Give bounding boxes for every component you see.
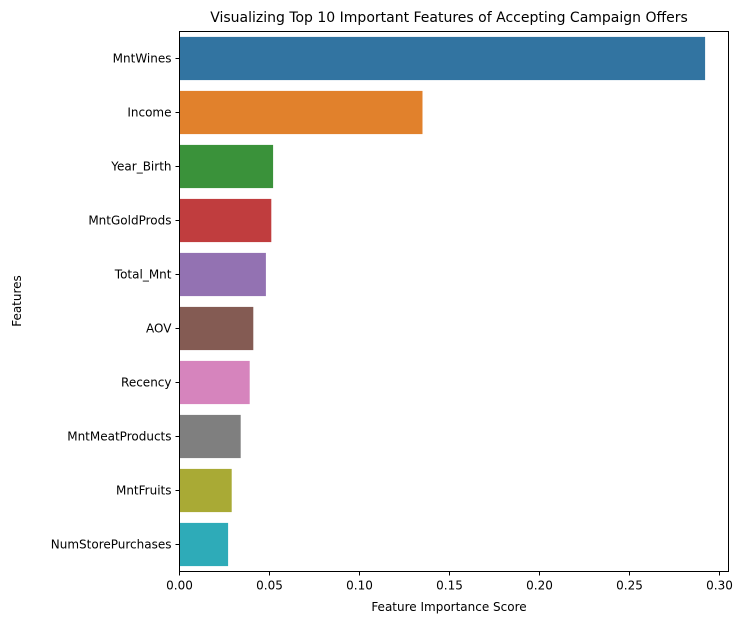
chart-title: Visualizing Top 10 Important Features of… — [210, 10, 688, 26]
y-tick-label: Total_Mnt — [114, 268, 172, 282]
x-tick-label: 0.30 — [706, 579, 733, 593]
y-axis-ticks: MntWines Income Year_Birth MntGoldProds Tota… — [51, 52, 180, 552]
y-tick-label: Recency — [121, 376, 171, 390]
bar-mntgoldprods — [179, 198, 272, 243]
y-axis-label: Features — [10, 275, 24, 327]
bar-mntfruits — [179, 468, 232, 513]
y-tick-label: NumStorePurchases — [51, 538, 172, 552]
x-tick-label: 0.05 — [256, 579, 283, 593]
x-tick-label: 0.10 — [346, 579, 373, 593]
bars-group — [179, 36, 706, 567]
y-tick-label: Income — [127, 106, 171, 120]
y-tick-label: Year_Birth — [110, 160, 171, 174]
bar-recency — [179, 360, 250, 405]
x-tick-label: 0.00 — [166, 579, 193, 593]
bar-total_mnt — [179, 252, 266, 297]
y-tick-label: MntGoldProds — [88, 214, 171, 228]
bar-mntwines — [179, 36, 706, 81]
x-tick-label: 0.20 — [526, 579, 553, 593]
x-axis-ticks: 0.00 0.05 0.10 0.15 0.20 0.25 0.30 — [166, 571, 733, 593]
y-tick-label: MntMeatProducts — [67, 430, 171, 444]
bar-aov — [179, 306, 254, 351]
y-tick-label: AOV — [146, 322, 172, 336]
x-tick-label: 0.25 — [616, 579, 643, 593]
plot-frame — [179, 31, 729, 572]
x-tick-label: 0.15 — [436, 579, 463, 593]
y-tick-label: MntWines — [113, 52, 172, 66]
bar-numstorepurchases — [179, 522, 229, 567]
x-axis-label: Feature Importance Score — [371, 600, 526, 614]
bar-mntmeatproducts — [179, 414, 241, 459]
bar-year_birth — [179, 144, 274, 189]
y-tick-label: MntFruits — [116, 484, 172, 498]
bar-income — [179, 90, 423, 135]
